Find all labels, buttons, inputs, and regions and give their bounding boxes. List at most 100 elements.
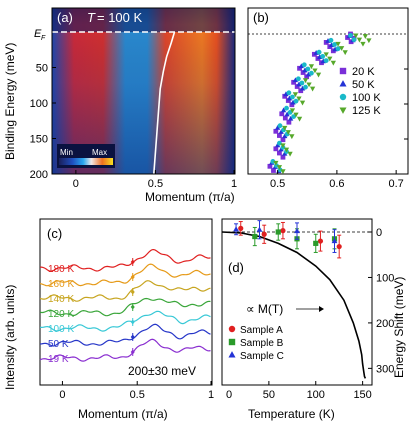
data-point bbox=[285, 98, 291, 103]
panel-d-xlabel: Temperature (K) bbox=[248, 407, 335, 421]
colorbar-max-label: Max bbox=[92, 148, 107, 157]
data-point bbox=[276, 165, 283, 170]
data-point bbox=[273, 160, 279, 166]
data-point bbox=[275, 229, 281, 235]
panel-a-y-ticks: 50 100 150 200 bbox=[30, 63, 56, 181]
data-point bbox=[287, 151, 293, 157]
panel-d: (d) ∝ M(T) Sample A Sample B Sample C 0 50 1… bbox=[221, 218, 406, 421]
data-point bbox=[330, 60, 336, 66]
intensity-curve bbox=[39, 297, 211, 317]
data-point bbox=[278, 129, 284, 134]
data-point bbox=[306, 82, 312, 88]
panel-c-xlabel: Momentum (π/a) bbox=[78, 407, 168, 421]
data-point bbox=[331, 237, 338, 244]
magnetization-curve bbox=[221, 231, 367, 379]
y-tick-label: 200 bbox=[30, 169, 48, 181]
data-point bbox=[296, 96, 302, 102]
data-point bbox=[294, 84, 300, 89]
dispersion-trace bbox=[153, 31, 176, 174]
data-point bbox=[273, 146, 279, 152]
data-point bbox=[261, 231, 267, 237]
data-point bbox=[282, 133, 288, 139]
data-point bbox=[299, 85, 306, 91]
x-tick-label: 1 bbox=[231, 178, 237, 190]
panel-d-legend: Sample A Sample B Sample C bbox=[228, 325, 284, 362]
data-point bbox=[286, 119, 292, 125]
panel-d-ylabel: Energy Shift (meV) bbox=[392, 277, 406, 378]
data-point bbox=[284, 111, 290, 117]
x-tick-label: 0.7 bbox=[388, 178, 403, 190]
data-point bbox=[302, 78, 309, 84]
data-point bbox=[308, 64, 315, 70]
colorbar-gradient bbox=[59, 158, 113, 165]
data-point bbox=[289, 134, 295, 140]
legend-marker bbox=[228, 325, 236, 333]
curve-label: 50 K bbox=[48, 339, 69, 350]
panel-d-label: (d) bbox=[228, 260, 244, 275]
legend-label: 50 K bbox=[352, 79, 375, 91]
curve-label: 180 K bbox=[48, 264, 74, 275]
x-tick-label: 0.6 bbox=[329, 178, 344, 190]
data-point bbox=[291, 114, 297, 119]
data-point bbox=[277, 150, 282, 156]
data-point bbox=[296, 81, 302, 87]
data-point bbox=[286, 95, 293, 101]
intensity-curve bbox=[39, 263, 211, 287]
y-tick-label: 50 bbox=[36, 63, 48, 75]
panel-c-label: (c) bbox=[47, 226, 62, 241]
data-point bbox=[282, 93, 288, 99]
peak-marker bbox=[130, 319, 135, 325]
data-point bbox=[327, 56, 333, 62]
data-point bbox=[298, 88, 304, 94]
y-tick-label: 0 bbox=[376, 227, 382, 239]
x-tick-label: 100 bbox=[307, 389, 325, 401]
peak-marker bbox=[130, 304, 135, 310]
peak-marker bbox=[130, 349, 135, 355]
intensity-curve bbox=[39, 310, 211, 332]
panel-a-label: (a) bbox=[57, 10, 73, 25]
data-point bbox=[295, 76, 301, 82]
data-point bbox=[338, 46, 345, 51]
curve-label: 19 K bbox=[48, 354, 69, 365]
data-point bbox=[270, 159, 276, 164]
data-point bbox=[256, 226, 263, 232]
x-tick-label: 0 bbox=[226, 389, 232, 401]
peak-marker bbox=[130, 274, 135, 280]
data-point bbox=[286, 90, 292, 96]
x-tick-label: 0.5 bbox=[148, 178, 163, 190]
data-point bbox=[298, 63, 304, 69]
data-point bbox=[293, 112, 299, 118]
data-point bbox=[280, 169, 286, 175]
data-point bbox=[309, 70, 314, 76]
data-point bbox=[283, 147, 290, 153]
panel-a-title-value: = 100 K bbox=[97, 10, 143, 25]
above-fermi-region bbox=[52, 8, 235, 32]
colorbar-min-label: Min bbox=[60, 148, 73, 157]
x-tick-label: 1 bbox=[208, 389, 214, 401]
legend-label: 100 K bbox=[352, 92, 381, 104]
panel-c-ylabel: Intensity (arb. units) bbox=[3, 285, 17, 390]
legend-label: 125 K bbox=[352, 105, 381, 117]
x-tick-label: 0.5 bbox=[270, 178, 285, 190]
data-point bbox=[297, 65, 302, 71]
data-point bbox=[348, 33, 353, 38]
data-point bbox=[294, 227, 300, 234]
peak-marker bbox=[130, 289, 135, 295]
data-point bbox=[280, 107, 287, 113]
legend-label: Sample B bbox=[240, 338, 284, 349]
data-point bbox=[280, 137, 286, 143]
legend-marker bbox=[228, 351, 236, 358]
panel-b-frame bbox=[247, 7, 409, 175]
data-point bbox=[280, 228, 286, 234]
legend-label: Sample C bbox=[240, 351, 284, 362]
legend-marker bbox=[339, 93, 347, 101]
curve-label: 120 K bbox=[48, 309, 74, 320]
data-point bbox=[271, 168, 276, 173]
panel-b-points bbox=[267, 31, 372, 175]
data-point bbox=[280, 154, 286, 160]
data-point bbox=[284, 105, 289, 111]
data-point bbox=[279, 111, 285, 117]
